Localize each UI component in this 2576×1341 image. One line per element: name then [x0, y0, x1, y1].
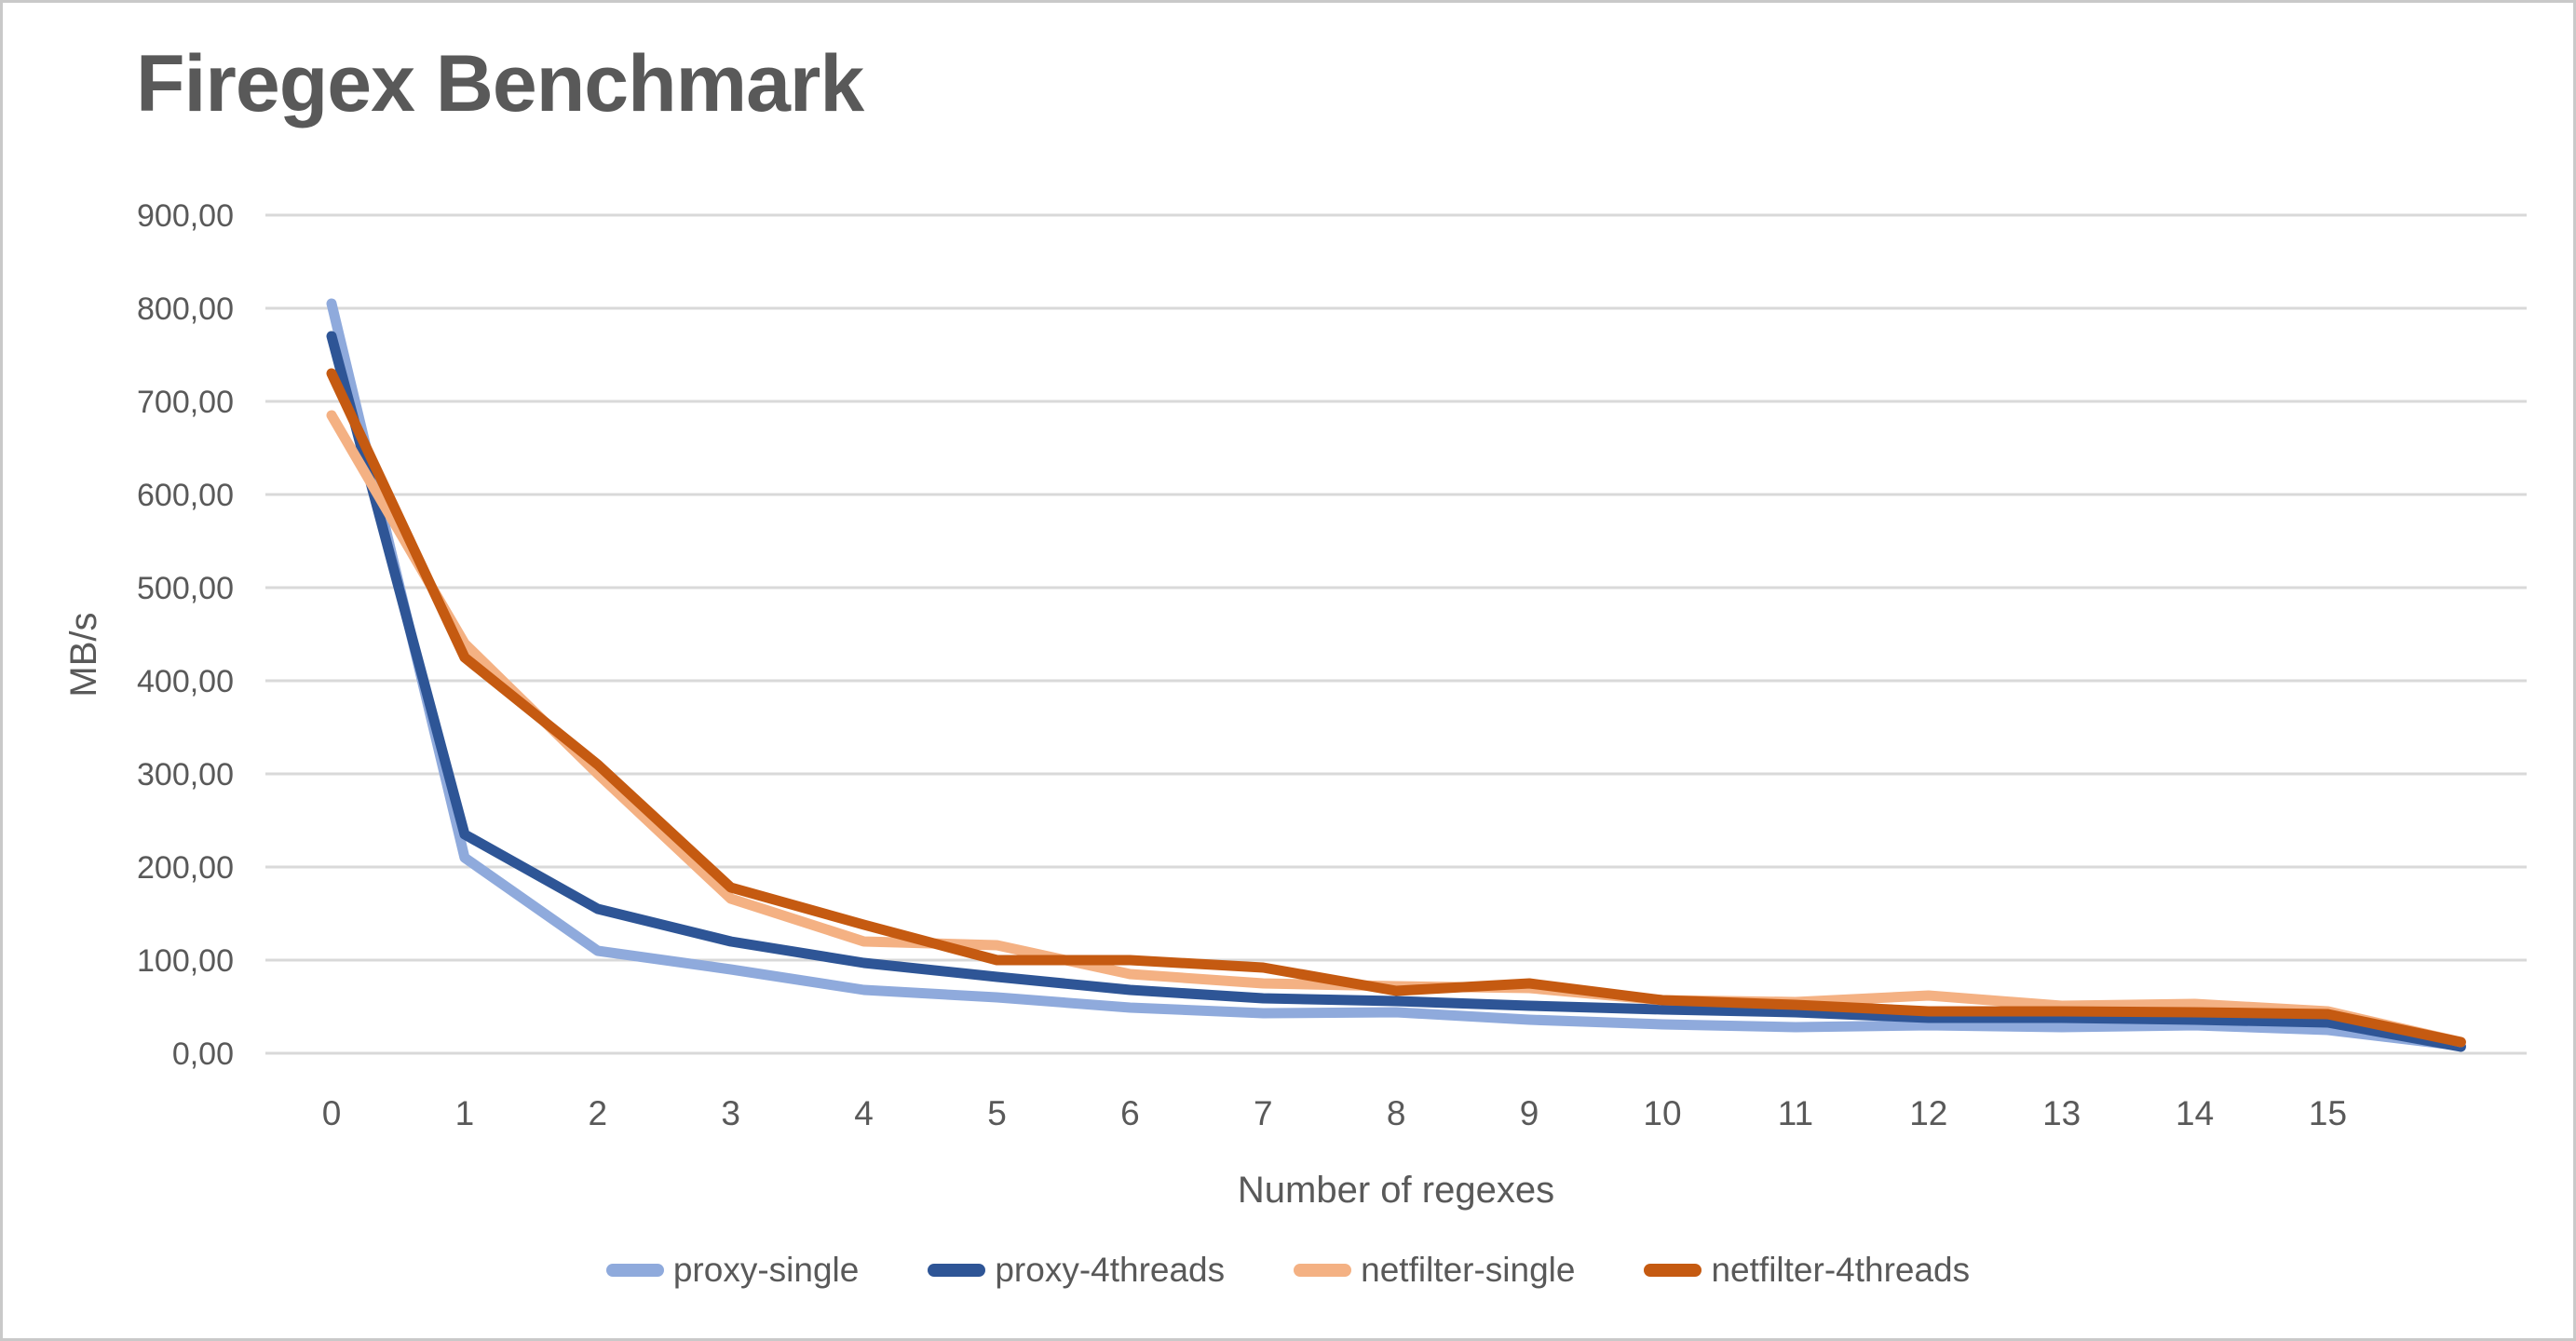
x-tick-label: 8 [1387, 1094, 1406, 1132]
x-tick-label: 6 [1120, 1094, 1140, 1132]
chart-title: Firegex Benchmark [136, 39, 864, 129]
legend-item-proxy-single: proxy-single [605, 1251, 860, 1290]
legend-swatch-proxy-single [605, 1264, 664, 1277]
x-tick-label: 15 [2309, 1094, 2347, 1132]
y-tick-label: 800,00 [137, 291, 234, 327]
y-tick-label: 500,00 [137, 571, 234, 606]
x-tick-label: 9 [1520, 1094, 1539, 1132]
legend-item-proxy-4threads: proxy-4threads [928, 1251, 1225, 1290]
x-tick-label: 12 [1909, 1094, 1947, 1132]
legend-label: proxy-4threads [995, 1251, 1226, 1289]
y-tick-label: 700,00 [137, 385, 234, 420]
y-tick-label: 600,00 [137, 478, 234, 513]
legend-item-netfilter-4threads: netfilter-4threads [1644, 1251, 1970, 1290]
legend-swatch-proxy-4threads [928, 1264, 986, 1277]
x-axis-title: Number of regexes [1238, 1170, 1554, 1211]
y-tick-label: 300,00 [137, 757, 234, 792]
y-tick-label: 900,00 [137, 198, 234, 234]
series-line-proxy-single [326, 298, 2466, 1051]
legend-label: proxy-single [672, 1251, 860, 1289]
legend-label: netfilter-single [1361, 1251, 1576, 1289]
y-axis-title: MB/s [63, 612, 104, 697]
x-tick-label: 7 [1254, 1094, 1273, 1132]
legend-swatch-netfilter-single [1294, 1264, 1352, 1277]
legend-item-netfilter-single: netfilter-single [1294, 1251, 1575, 1290]
x-tick-label: 13 [2042, 1094, 2081, 1132]
legend-label: netfilter-4threads [1711, 1251, 1971, 1289]
series-line-proxy-4threads [326, 331, 2466, 1052]
series-line-netfilter-single [326, 410, 2466, 1048]
line-chart: 0,00 100,00 200,00 300,00 400,00 500,00 600,00… [63, 198, 2527, 1211]
x-tick-label: 14 [2176, 1094, 2214, 1132]
x-tick-label: 10 [1643, 1094, 1681, 1132]
y-tick-label: 200,00 [137, 850, 234, 886]
y-tick-label: 100,00 [137, 943, 234, 979]
x-tick-label: 1 [455, 1094, 475, 1132]
legend: proxy-single proxy-4threads netfilter-sing… [3, 1251, 2573, 1290]
y-tick-label: 400,00 [137, 664, 234, 699]
x-tick-label: 3 [721, 1094, 740, 1132]
x-tick-label: 0 [322, 1094, 342, 1132]
legend-swatch-netfilter-4threads [1644, 1264, 1702, 1277]
y-tick-label: 0,00 [172, 1036, 234, 1072]
x-tick-label: 5 [987, 1094, 1007, 1132]
series-line-netfilter-4threads [326, 368, 2466, 1048]
x-tick-label: 4 [854, 1094, 874, 1132]
x-tick-label: 11 [1778, 1094, 1813, 1132]
x-tick-label: 2 [589, 1094, 608, 1132]
